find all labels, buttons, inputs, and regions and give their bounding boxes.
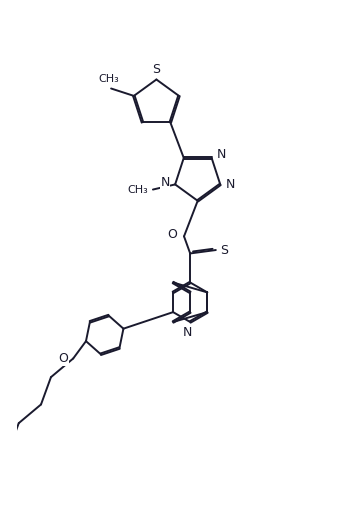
Text: N: N <box>226 178 235 191</box>
Text: S: S <box>220 243 228 257</box>
Text: N: N <box>183 326 193 338</box>
Text: CH₃: CH₃ <box>127 184 148 194</box>
Text: S: S <box>152 63 160 76</box>
Text: CH₃: CH₃ <box>98 74 119 84</box>
Text: N: N <box>217 148 226 161</box>
Text: O: O <box>58 352 68 365</box>
Text: N: N <box>160 175 170 189</box>
Text: O: O <box>168 228 178 240</box>
